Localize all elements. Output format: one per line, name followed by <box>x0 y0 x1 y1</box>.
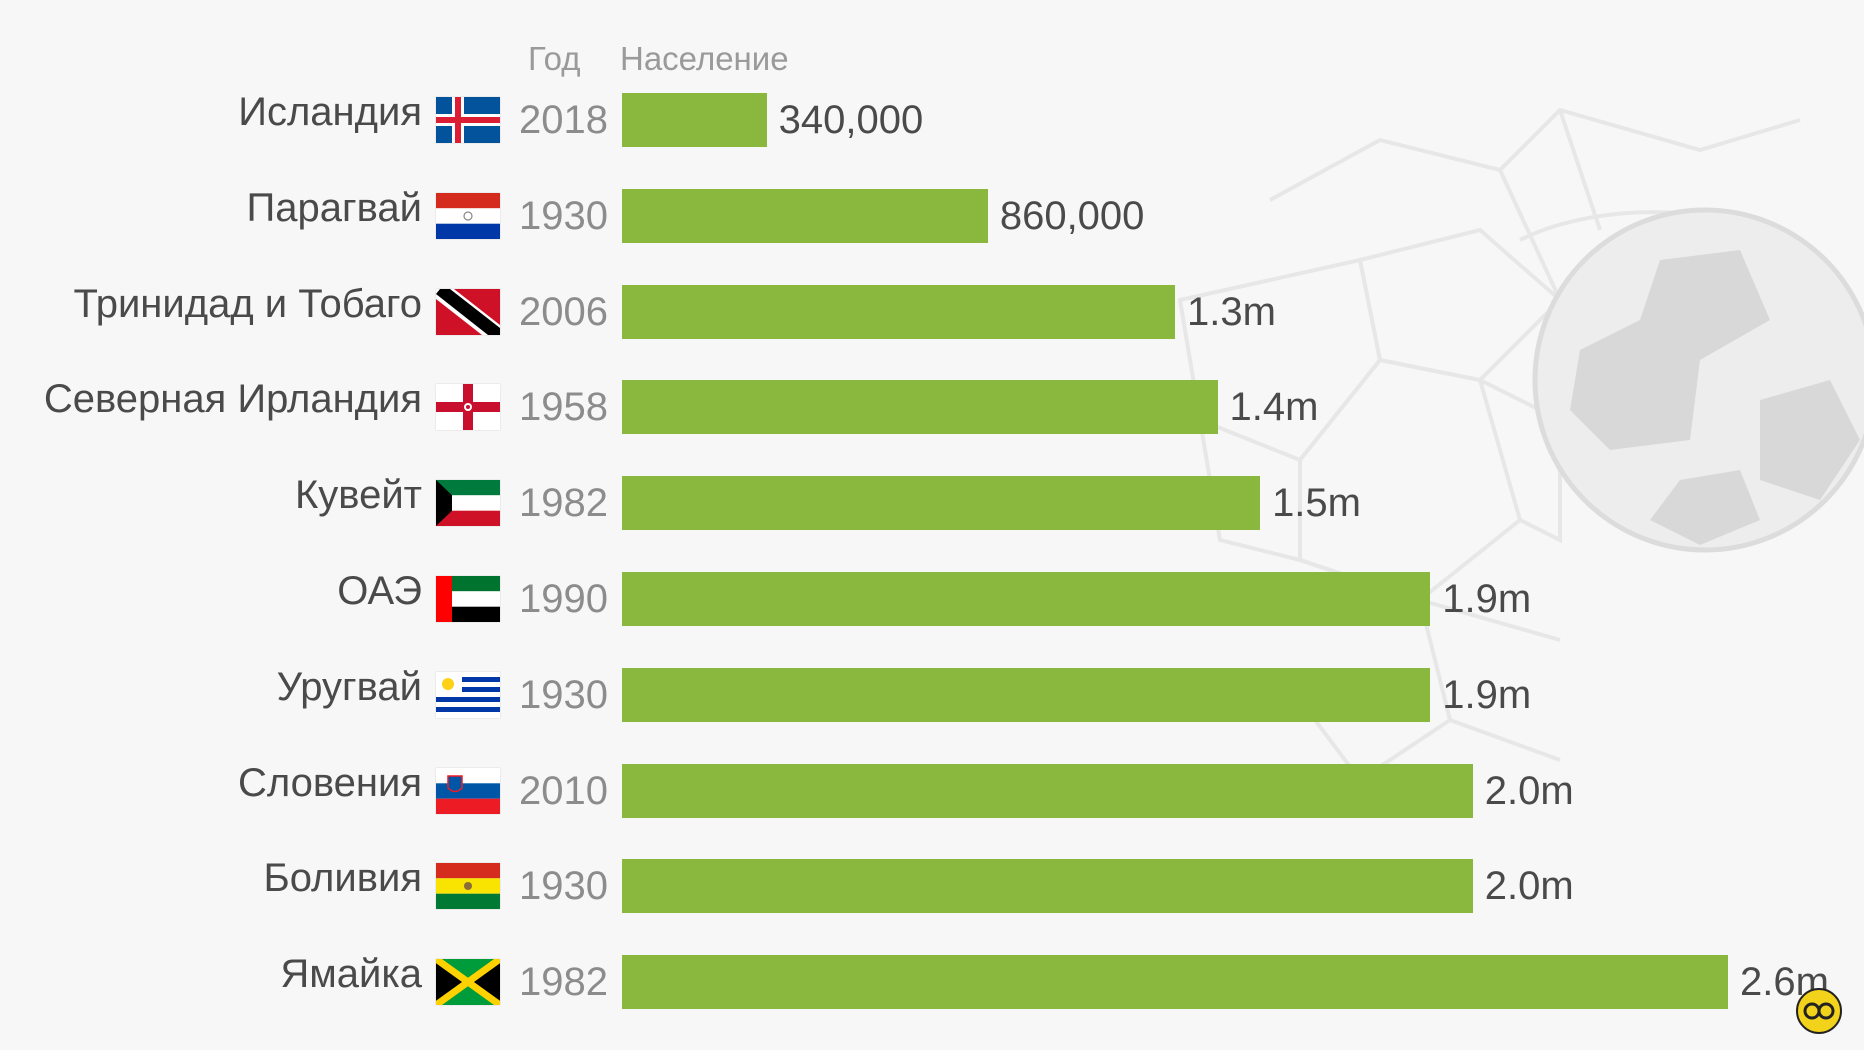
country-label: Кувейт <box>294 473 422 518</box>
trinidad-flag-icon <box>436 288 500 335</box>
year-label: 1958 <box>519 385 608 430</box>
year-label: 2018 <box>519 98 608 142</box>
year-label: 2010 <box>519 768 608 813</box>
population-bar <box>622 572 1431 626</box>
iceland-flag-icon <box>436 97 500 143</box>
slovenia-flag-icon <box>436 767 500 814</box>
bolivia-flag-icon <box>436 863 500 910</box>
country-label: ОАЭ <box>337 569 422 613</box>
population-bar <box>622 667 1431 722</box>
population-bar <box>622 859 1473 914</box>
year-label: 1930 <box>519 864 608 909</box>
value-label: 340,000 <box>778 98 924 142</box>
paraguay-flag-icon <box>436 192 500 239</box>
population-bar <box>622 476 1261 531</box>
year-column-header: Год <box>528 40 581 77</box>
year-label: 1982 <box>519 960 608 1005</box>
country-label: Боливия <box>263 856 422 901</box>
year-label: 1930 <box>519 672 608 717</box>
year-label: 1982 <box>519 481 608 526</box>
country-label: Исландия <box>238 90 422 134</box>
value-label: 1.5m <box>1272 481 1361 526</box>
value-label: 860,000 <box>999 193 1145 238</box>
year-label: 2006 <box>519 289 608 334</box>
population-bar <box>622 955 1728 1010</box>
population-column-header: Население <box>620 40 789 77</box>
population-bar <box>622 284 1175 339</box>
country-label: Северная Ирландия <box>43 377 422 422</box>
northern-ireland-flag-icon <box>436 384 500 431</box>
year-label: 1930 <box>519 193 608 238</box>
population-bar <box>622 763 1473 818</box>
year-label: 1990 <box>519 577 608 621</box>
value-label: 2.0m <box>1484 768 1574 813</box>
value-label: 2.0m <box>1484 864 1574 909</box>
population-bar <box>622 93 767 147</box>
jamaica-flag-icon <box>436 959 500 1006</box>
country-label: Парагвай <box>246 185 422 230</box>
country-label: Уругвай <box>276 664 422 709</box>
population-bar <box>622 188 988 243</box>
population-bar <box>622 380 1218 435</box>
value-label: 1.4m <box>1229 385 1319 430</box>
uae-flag-icon <box>436 576 500 622</box>
value-label: 1.9m <box>1442 577 1532 621</box>
country-label: Словения <box>237 760 422 805</box>
kuwait-flag-icon <box>436 480 500 527</box>
value-label: 1.9m <box>1442 672 1532 717</box>
chart-logo-icon <box>1796 988 1842 1034</box>
country-label: Тринидад и Тобаго <box>73 281 422 326</box>
country-label: Ямайка <box>280 952 422 997</box>
uruguay-flag-icon <box>436 671 500 718</box>
value-label: 1.3m <box>1187 289 1276 334</box>
